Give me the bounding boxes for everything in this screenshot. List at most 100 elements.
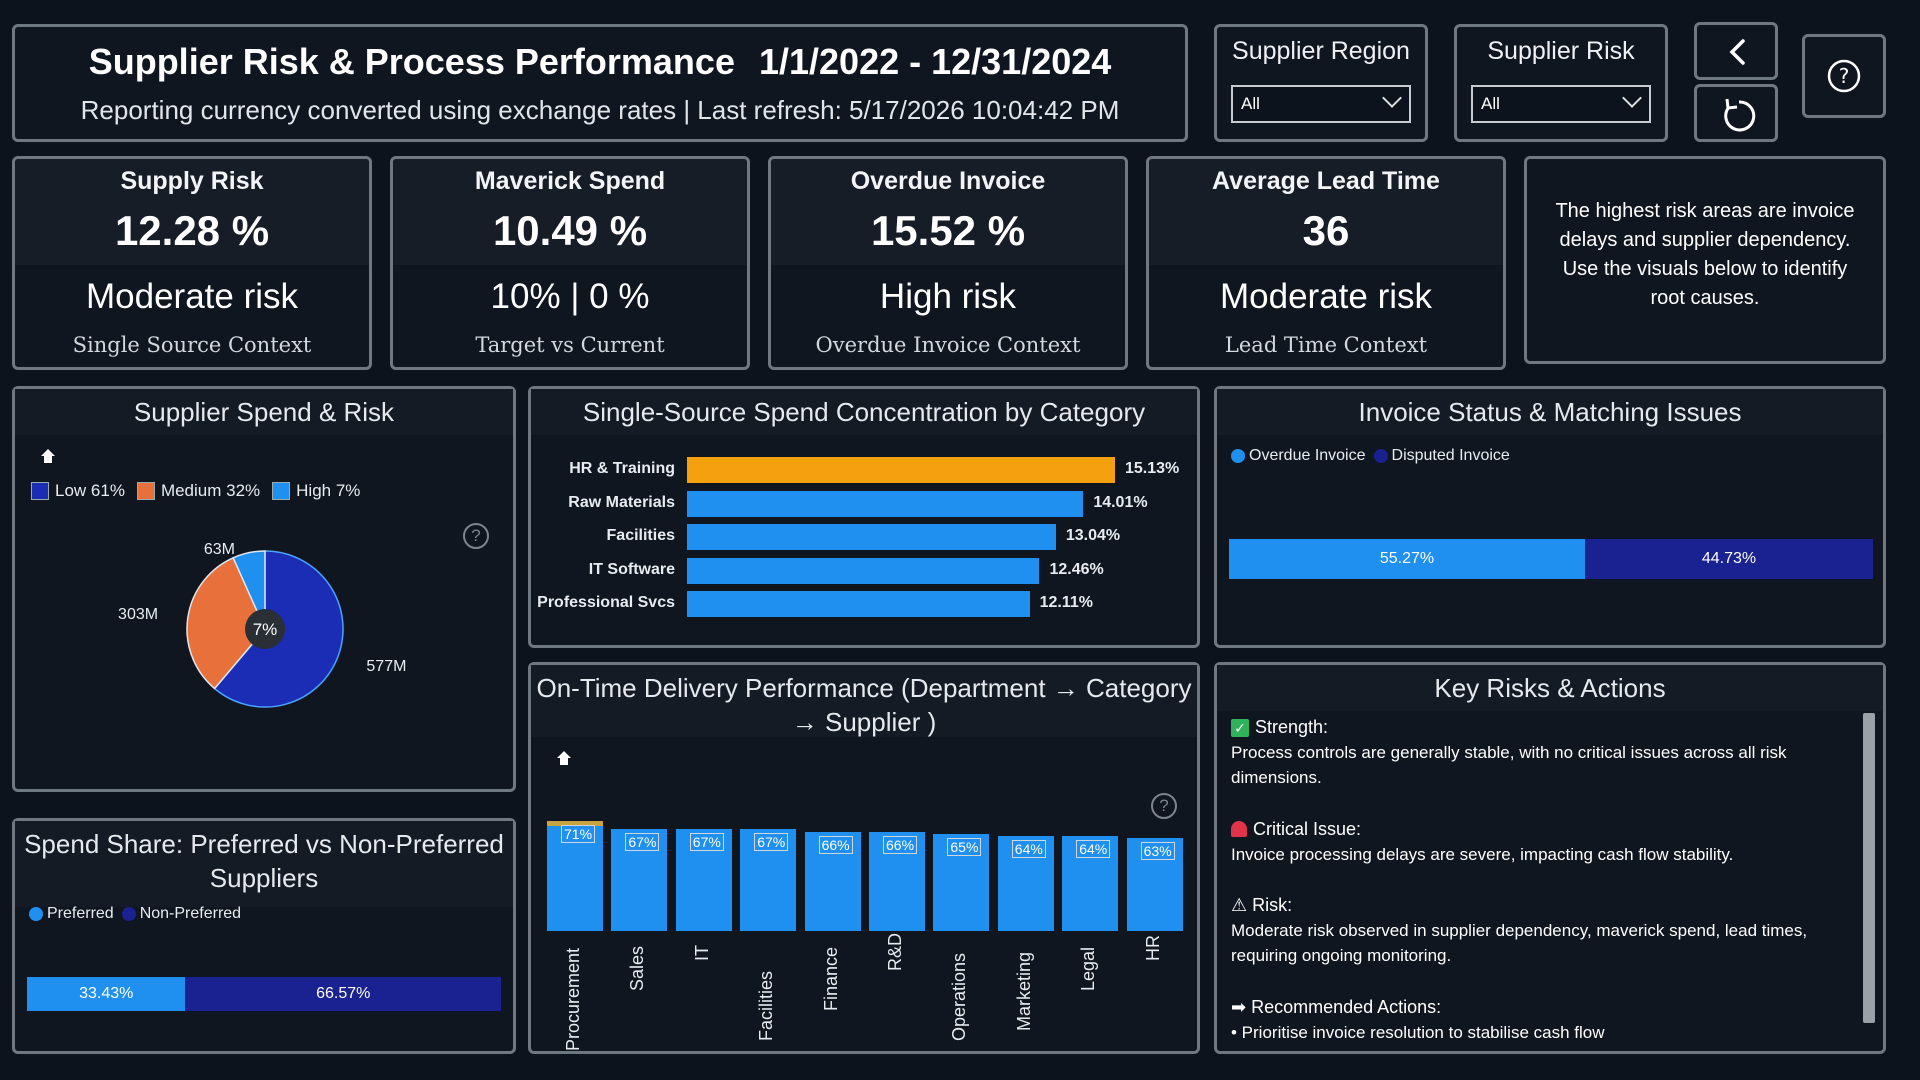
alarm-icon bbox=[1231, 821, 1247, 837]
pie-center-label: 7% bbox=[253, 620, 278, 639]
x-category-label: Facilities bbox=[756, 970, 777, 1041]
panel-title-bar bbox=[1217, 389, 1883, 435]
legend-label: Overdue Invoice bbox=[1249, 447, 1366, 464]
pie-slice-high[interactable] bbox=[232, 550, 266, 630]
concentration-bar[interactable] bbox=[687, 490, 1084, 517]
invoice-segment-overdue[interactable]: 55.27% bbox=[1229, 539, 1585, 579]
kpi-value: 10.49 % bbox=[492, 207, 648, 254]
risk-section: ⚠ Risk: Moderate risk observed in suppli… bbox=[1231, 893, 1843, 968]
x-category-label: HR bbox=[1142, 935, 1163, 961]
concentration-bar[interactable] bbox=[687, 591, 1030, 617]
slicer-label: Supplier Risk bbox=[1487, 37, 1635, 65]
on-time-delivery-panel: On-Time Delivery Performance (Department… bbox=[528, 662, 1200, 1054]
page-title: Supplier Risk & Process Performance 1/1/… bbox=[15, 41, 1185, 83]
kpi-card-maverick-spend: Maverick Spend 10.49 % 10% | 0 % Target … bbox=[390, 156, 750, 370]
legend-swatch-low bbox=[31, 482, 49, 500]
help-icon[interactable]: ? bbox=[1151, 793, 1177, 819]
panel-title: Single-Source Spend Concentration by Cat… bbox=[582, 397, 1146, 427]
kpi-title: Maverick Spend bbox=[474, 167, 666, 195]
concentration-bar[interactable] bbox=[687, 557, 1040, 584]
kpi-status: Moderate risk bbox=[85, 277, 299, 316]
supplier-region-slicer: Supplier Region All bbox=[1214, 24, 1428, 142]
bar-value-label: 64% bbox=[1011, 839, 1046, 858]
concentration-bar[interactable] bbox=[687, 457, 1115, 483]
pie-slice-label: 577M bbox=[366, 658, 406, 675]
bar-value-label: 66% bbox=[883, 835, 918, 854]
share-segment-preferred[interactable]: 33.43% bbox=[27, 977, 186, 1011]
critical-heading: Critical Issue: bbox=[1231, 817, 1843, 842]
share-segment-non-preferred[interactable]: 66.57% bbox=[185, 977, 501, 1011]
panel-title: Invoice Status & Matching Issues bbox=[1358, 397, 1742, 427]
x-category-label: Procurement bbox=[563, 947, 583, 1051]
x-category-label: Operations bbox=[949, 952, 970, 1041]
concentration-bar-chart: HR & Training 15.13% Raw Materials 14.01% Fa… bbox=[531, 389, 1197, 645]
kpi-band bbox=[15, 159, 369, 265]
home-icon[interactable] bbox=[555, 749, 573, 767]
x-category-label: Finance bbox=[820, 946, 841, 1011]
bar-category-label: Professional Svcs bbox=[537, 594, 675, 611]
kpi-value: 36 bbox=[1302, 207, 1350, 254]
panel-title-bar bbox=[15, 821, 513, 907]
chevron-down-icon bbox=[1382, 88, 1402, 108]
panel-title-bar bbox=[531, 389, 1197, 435]
kpi-context: Target vs Current bbox=[475, 333, 665, 357]
panel-title-line1: On-Time Delivery Performance (Department… bbox=[536, 673, 1192, 703]
panel-title-line1: Spend Share: Preferred vs Non-Preferred bbox=[24, 829, 504, 859]
reset-button[interactable] bbox=[1694, 84, 1778, 142]
help-button[interactable]: ? bbox=[1802, 34, 1886, 118]
supplier-risk-slicer: Supplier Risk All bbox=[1454, 24, 1668, 142]
scrollbar[interactable] bbox=[1863, 713, 1875, 1023]
panel-title-bar bbox=[531, 665, 1197, 737]
actions-heading: ➡ Recommended Actions: bbox=[1231, 997, 1442, 1017]
pie-center bbox=[245, 609, 285, 649]
invoice-stacked-bar: 55.27% 44.73% bbox=[1229, 539, 1873, 579]
critical-section: Critical Issue: Invoice processing delay… bbox=[1231, 817, 1843, 867]
title-text: Supplier Risk & Process Performance bbox=[88, 41, 735, 82]
help-icon[interactable]: ? bbox=[463, 523, 489, 549]
bar-value-label: 63% bbox=[1140, 841, 1175, 860]
legend-label: Medium 32% bbox=[160, 481, 261, 500]
help-icon: ? bbox=[1827, 59, 1861, 93]
kpi-title: Supply Risk bbox=[120, 167, 264, 195]
dropdown-value: All bbox=[1241, 94, 1260, 113]
pie-legend: Low 61% Medium 32% High 7% bbox=[31, 481, 360, 501]
kpi-status: Moderate risk bbox=[1219, 277, 1433, 316]
kpi-status: 10% | 0 % bbox=[490, 277, 650, 316]
back-icon bbox=[1729, 39, 1745, 65]
kpi-card-supply-risk: Supply Risk 12.28 % Moderate risk Single… bbox=[12, 156, 372, 370]
insight-text: The highest risk areas are invoice delay… bbox=[1555, 200, 1855, 309]
date-range: 1/1/2022 - 12/31/2024 bbox=[758, 41, 1112, 82]
back-button[interactable] bbox=[1694, 22, 1778, 80]
segment-label: 44.73% bbox=[1701, 550, 1757, 567]
x-category-label: Legal bbox=[1078, 946, 1099, 991]
panel-title-bar bbox=[1217, 665, 1883, 711]
supplier-spend-risk-panel: Supplier Spend & Risk Low 61% Medium 32%… bbox=[12, 386, 516, 792]
critical-text: Invoice processing delays are severe, im… bbox=[1231, 845, 1734, 864]
risk-text: Moderate risk observed in supplier depen… bbox=[1231, 921, 1808, 965]
insight-card: The highest risk areas are invoice delay… bbox=[1524, 156, 1886, 364]
pie-slice-medium[interactable] bbox=[186, 556, 266, 690]
kpi-status: High risk bbox=[879, 277, 1017, 316]
supplier-region-dropdown[interactable]: All bbox=[1231, 85, 1411, 123]
legend-dot-non-preferred bbox=[121, 907, 136, 921]
risk-heading: ⚠ Risk: bbox=[1231, 895, 1293, 915]
concentration-bar[interactable] bbox=[687, 524, 1056, 550]
svg-text:?: ? bbox=[1839, 64, 1850, 88]
strength-section: ✓ Strength: Process controls are generall… bbox=[1231, 715, 1843, 790]
kpi-title: Average Lead Time bbox=[1212, 167, 1440, 195]
page-subtitle: Reporting currency converted using excha… bbox=[80, 95, 1120, 125]
home-icon[interactable] bbox=[39, 447, 57, 465]
strength-heading: ✓ Strength: bbox=[1231, 715, 1843, 740]
legend-dot-disputed bbox=[1373, 449, 1388, 463]
kpi-band bbox=[393, 159, 747, 265]
bar-value-label: 14.01% bbox=[1093, 493, 1148, 511]
invoice-segment-disputed[interactable]: 44.73% bbox=[1584, 539, 1873, 579]
segment-label: 33.43% bbox=[79, 985, 134, 1002]
bar-value-label: 15.13% bbox=[1125, 460, 1180, 477]
supplier-risk-dropdown[interactable]: All bbox=[1471, 85, 1651, 123]
single-source-concentration-panel: Single-Source Spend Concentration by Cat… bbox=[528, 386, 1200, 648]
panel-title: Key Risks & Actions bbox=[1434, 673, 1666, 703]
kpi-context: Single Source Context bbox=[72, 333, 312, 357]
legend-label: Non-Preferred bbox=[139, 905, 242, 922]
invoice-legend: Overdue Invoice Disputed Invoice bbox=[1231, 447, 1510, 465]
